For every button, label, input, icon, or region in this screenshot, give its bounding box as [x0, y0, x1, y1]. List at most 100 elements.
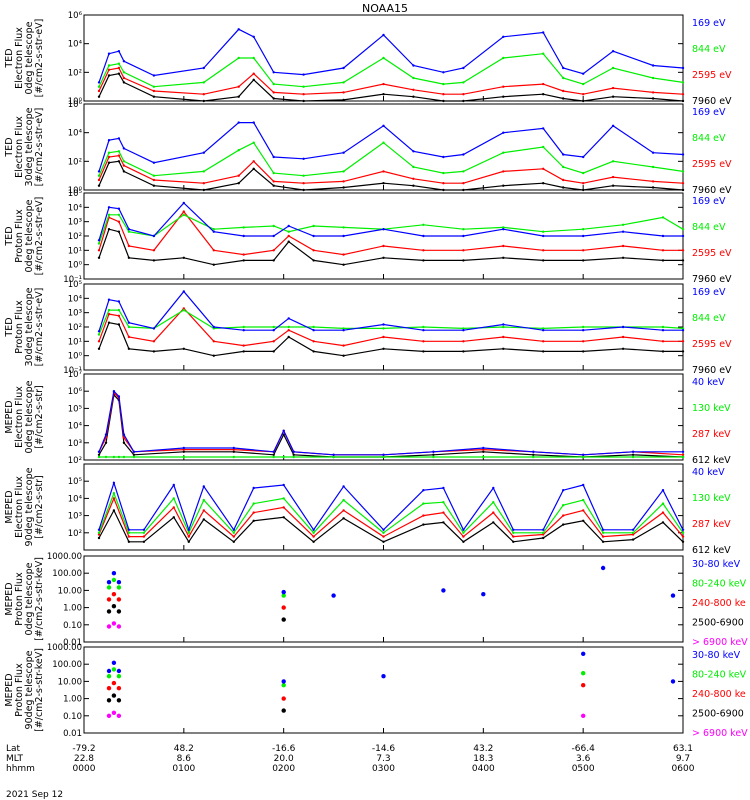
- data-point: [601, 528, 605, 531]
- legend-entry: > 6900 keV: [692, 637, 748, 648]
- data-point: [97, 249, 101, 252]
- data-point: [117, 66, 121, 70]
- data-point: [382, 228, 385, 231]
- data-point: [97, 533, 101, 536]
- data-point: [127, 528, 131, 531]
- data-point: [202, 188, 205, 192]
- y-axis-label-line: 30deg telescope: [24, 107, 35, 186]
- data-point: [107, 139, 111, 142]
- data-point: [232, 528, 235, 531]
- legend-entry: 7960 eV: [692, 274, 732, 285]
- data-point: [670, 679, 676, 684]
- data-point: [272, 259, 275, 262]
- data-point: [106, 674, 112, 679]
- data-point: [97, 89, 101, 93]
- data-point: [532, 453, 535, 456]
- y-axis-label: TEDProton Flux0deg telescope[#/cm2-s-str…: [4, 197, 45, 276]
- data-point: [127, 531, 131, 534]
- data-point: [562, 153, 565, 156]
- legend-entry: 130 keV: [692, 493, 731, 504]
- data-point: [601, 535, 605, 538]
- y-tick-label: 10²: [68, 68, 82, 78]
- data-point: [631, 450, 635, 453]
- y-tick-label: 1.00: [63, 604, 82, 614]
- data-point: [681, 455, 685, 459]
- data-point: [212, 249, 215, 252]
- panel-frame: [83, 646, 684, 734]
- y-axis-label: TEDElectron Flux0deg telescope[#/cm2-s-s…: [4, 19, 45, 98]
- data-point: [582, 340, 585, 343]
- data-point: [252, 78, 255, 82]
- data-point: [562, 165, 565, 169]
- series-line: [98, 210, 683, 256]
- data-point: [117, 154, 121, 157]
- y-tick-label: 10⁵: [68, 189, 82, 199]
- data-point: [242, 344, 245, 347]
- data-point: [122, 160, 126, 163]
- data-point: [152, 184, 156, 187]
- data-point: [382, 455, 385, 459]
- data-point: [232, 540, 235, 543]
- data-point: [462, 535, 465, 538]
- data-point: [202, 518, 205, 521]
- data-point: [111, 660, 117, 665]
- data-point: [442, 155, 445, 159]
- data-point: [287, 240, 290, 243]
- data-point: [252, 72, 255, 75]
- data-point: [342, 517, 345, 520]
- data-point: [152, 340, 156, 343]
- data-point: [237, 149, 240, 152]
- data-point: [681, 259, 685, 262]
- data-point: [661, 329, 665, 332]
- data-point: [272, 97, 275, 100]
- data-point: [302, 174, 305, 177]
- data-point: [97, 330, 101, 333]
- y-tick-label: 10⁴: [68, 494, 83, 504]
- data-point: [302, 182, 305, 185]
- y-axis-label-line: [#/cm2-s-str-keV]: [34, 648, 45, 732]
- data-point: [382, 124, 385, 128]
- data-point: [462, 234, 465, 238]
- y-tick-label: 10²: [68, 323, 82, 333]
- data-point: [422, 489, 425, 492]
- data-point: [117, 160, 121, 163]
- data-point: [132, 453, 136, 456]
- data-point: [502, 85, 505, 88]
- data-point: [512, 528, 515, 531]
- data-point: [106, 585, 112, 590]
- data-point: [382, 244, 385, 248]
- data-point: [182, 201, 185, 205]
- data-point: [611, 86, 615, 90]
- data-point: [152, 234, 156, 238]
- data-point: [132, 455, 136, 459]
- data-point: [122, 81, 126, 84]
- data-point: [582, 188, 585, 192]
- data-point: [152, 327, 156, 330]
- data-point: [562, 504, 565, 507]
- data-point: [312, 329, 315, 332]
- data-point: [97, 256, 101, 259]
- footer-lat-value: -79.2: [72, 744, 95, 754]
- data-point: [112, 509, 116, 512]
- legend-entry: 240-800 ke: [692, 689, 746, 700]
- data-point: [442, 93, 445, 96]
- data-point: [681, 153, 685, 156]
- data-point: [116, 674, 122, 679]
- data-point: [600, 565, 606, 571]
- data-point: [502, 226, 505, 229]
- data-point: [442, 511, 445, 514]
- data-point: [122, 164, 126, 167]
- data-point: [492, 511, 495, 514]
- data-point: [106, 597, 112, 602]
- data-point: [97, 85, 101, 88]
- data-point: [282, 506, 285, 509]
- data-point: [462, 66, 465, 70]
- data-point: [502, 95, 505, 98]
- data-point: [342, 485, 345, 488]
- data-point: [111, 667, 117, 672]
- data-point: [422, 259, 425, 262]
- data-point: [292, 450, 295, 453]
- data-point: [422, 223, 425, 226]
- series-line: [98, 73, 684, 102]
